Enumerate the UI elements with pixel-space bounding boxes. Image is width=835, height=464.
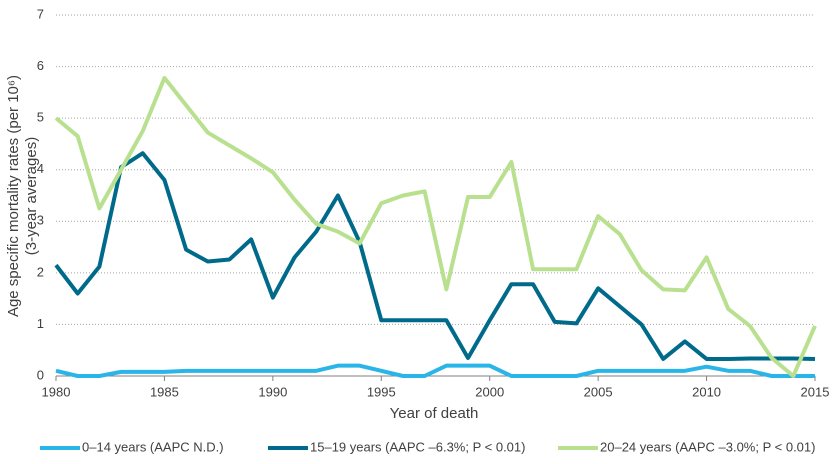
x-tick-label: 1995 [367, 384, 396, 399]
y-tick-label: 2 [37, 264, 44, 279]
x-tick-label: 2015 [801, 384, 830, 399]
y-tick-label: 6 [37, 58, 44, 73]
x-tick-label: 1980 [42, 384, 71, 399]
legend-label: 15–19 years (AAPC –6.3%; P < 0.01) [310, 439, 525, 454]
y-tick-label: 4 [37, 161, 44, 176]
series-line [54, 75, 817, 378]
y-tick-label: 3 [37, 213, 44, 228]
y-tick-label: 0 [37, 367, 44, 382]
x-tick-label: 1990 [258, 384, 287, 399]
y-tick-label: 7 [37, 6, 44, 21]
y-tick-label: 1 [37, 316, 44, 331]
legend-label: 0–14 years (AAPC N.D.) [82, 439, 224, 454]
y-axis-label: (3-year averages) [23, 137, 40, 255]
legend-label: 20–24 years (AAPC –3.0%; P < 0.01) [600, 439, 815, 454]
series-line [54, 151, 816, 361]
y-tick-label: 5 [37, 110, 44, 125]
x-tick-label: 2000 [475, 384, 504, 399]
y-axis-label: Age specific mortality rates (per 10⁶) [5, 75, 22, 317]
x-tick-label: 2010 [692, 384, 721, 399]
x-tick-label: 1985 [150, 384, 179, 399]
series-line [55, 363, 815, 378]
x-tick-label: 2005 [584, 384, 613, 399]
x-axis-label: Year of death [390, 405, 479, 422]
